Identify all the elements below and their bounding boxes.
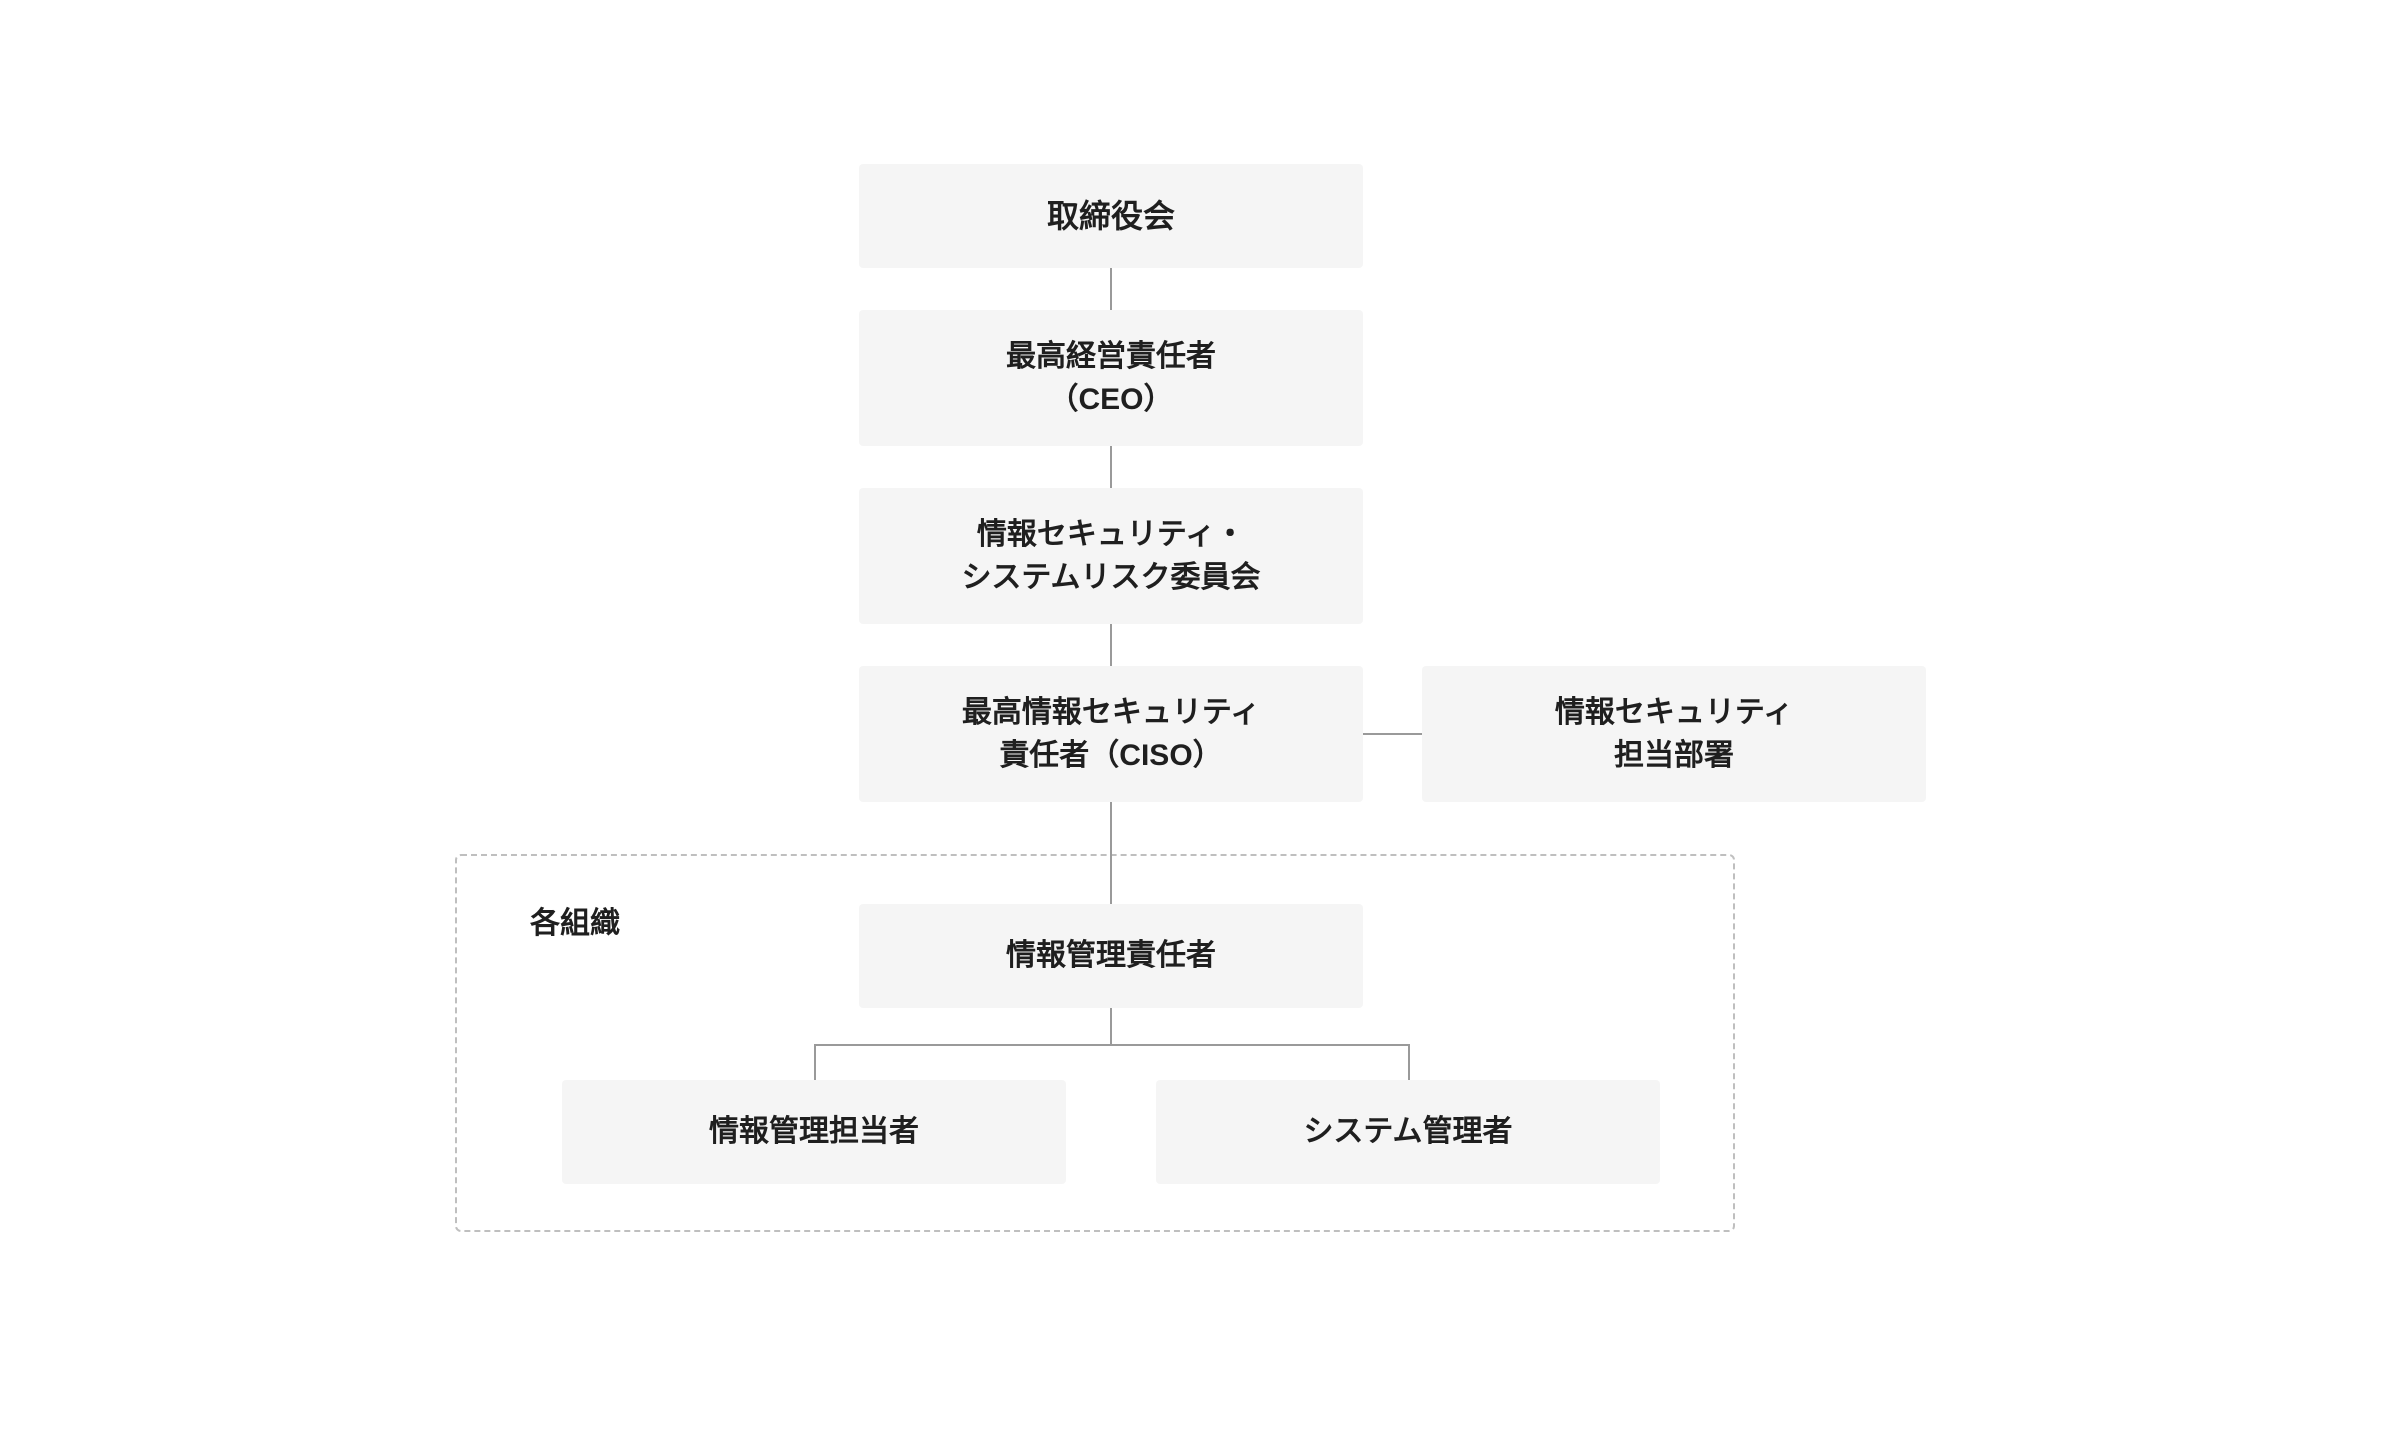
node-ceo: 最高経営責任者 （CEO） xyxy=(859,310,1363,446)
node-info-staff: 情報管理担当者 xyxy=(562,1080,1066,1184)
node-board: 取締役会 xyxy=(859,164,1363,268)
edge-infomgr-stub xyxy=(1110,1008,1112,1044)
edge-branch-hbar xyxy=(814,1044,1410,1046)
edge-branch-right xyxy=(1408,1044,1410,1080)
edge-board-ceo xyxy=(1110,268,1112,310)
node-sec-dept: 情報セキュリティ 担当部署 xyxy=(1422,666,1926,802)
edge-ciso-secdept xyxy=(1363,733,1422,735)
edge-committee-ciso xyxy=(1110,624,1112,666)
node-sys-admin: システム管理者 xyxy=(1156,1080,1660,1184)
node-info-mgr: 情報管理責任者 xyxy=(859,904,1363,1008)
group-box-label: 各組織 xyxy=(530,898,620,942)
node-ciso: 最高情報セキュリティ 責任者（CISO） xyxy=(859,666,1363,802)
edge-ciso-infomgr xyxy=(1110,802,1112,904)
org-chart-canvas: 各組織 取締役会 最高経営責任者 （CEO） 情報セキュリティ・ システムリスク… xyxy=(0,0,2400,1440)
edge-ceo-committee xyxy=(1110,446,1112,488)
node-committee: 情報セキュリティ・ システムリスク委員会 xyxy=(859,488,1363,624)
edge-branch-left xyxy=(814,1044,816,1080)
